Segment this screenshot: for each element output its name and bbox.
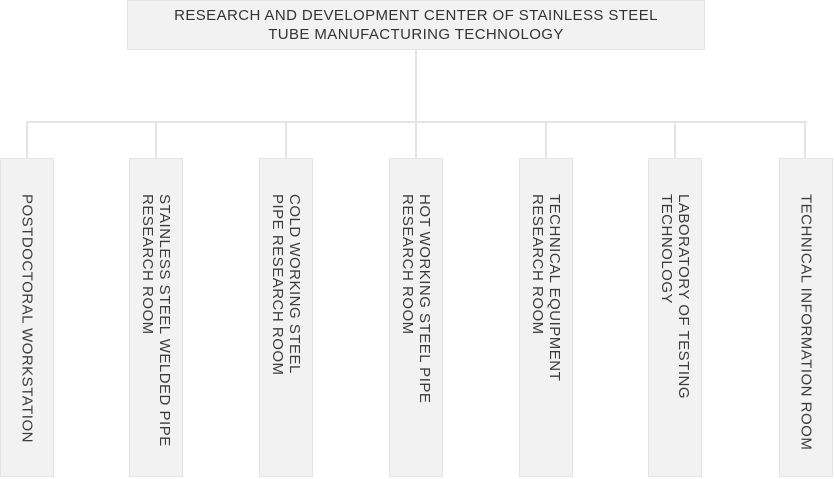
connector-drop [545, 121, 547, 158]
connector-drop [674, 121, 676, 158]
connector-drop [285, 121, 287, 158]
connector-drop [155, 121, 157, 158]
org-unit-label: TECHNICAL EQUIPMENT RESEARCH ROOM [529, 194, 563, 382]
org-unit-cold-working-steel-pipe-research-room: COLD WORKING STEEL PIPE RESEARCH ROOM [259, 158, 313, 477]
connector-drop [415, 121, 417, 158]
org-root-box: RESEARCH AND DEVELOPMENT CENTER OF STAIN… [127, 0, 705, 50]
org-unit-label: HOT WORKING STEEL PIPE RESEARCH ROOM [399, 194, 433, 404]
connector-drop [26, 121, 28, 158]
connector-stem [415, 50, 417, 122]
org-unit-label: POSTDOCTORAL WORKSTATION [18, 194, 36, 443]
org-unit-postdoctoral-workstation: POSTDOCTORAL WORKSTATION [0, 158, 54, 477]
org-unit-label: TECHNICAL INFORMATION ROOM [797, 194, 815, 451]
org-unit-laboratory-of-testing-technology: LABORATORY OF TESTING TECHNOLOGY [648, 158, 702, 477]
org-root-label: RESEARCH AND DEVELOPMENT CENTER OF STAIN… [174, 7, 658, 43]
org-unit-technical-information-room: TECHNICAL INFORMATION ROOM [779, 158, 833, 477]
org-unit-label: LABORATORY OF TESTING TECHNOLOGY [658, 194, 692, 399]
org-unit-hot-working-steel-pipe-research-room: HOT WORKING STEEL PIPE RESEARCH ROOM [389, 158, 443, 477]
org-unit-label: COLD WORKING STEEL PIPE RESEARCH ROOM [269, 194, 303, 376]
connector-drop [804, 121, 806, 158]
org-unit-label: STAINLESS STEEL WELDED PIPE RESEARCH ROO… [139, 194, 173, 447]
org-unit-stainless-steel-welded-pipe-research-room: STAINLESS STEEL WELDED PIPE RESEARCH ROO… [129, 158, 183, 477]
org-unit-technical-equipment-research-room: TECHNICAL EQUIPMENT RESEARCH ROOM [519, 158, 573, 477]
